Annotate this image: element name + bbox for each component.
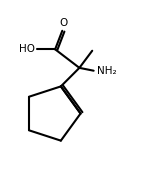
Text: HO: HO [19,44,35,54]
Text: O: O [60,18,68,28]
Text: NH₂: NH₂ [96,66,116,76]
